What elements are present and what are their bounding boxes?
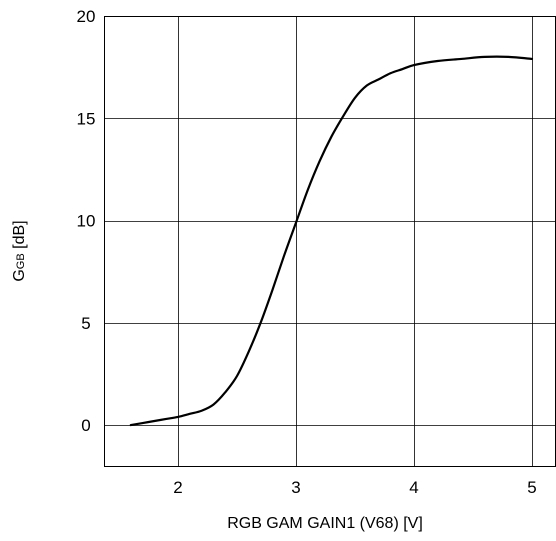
y-tick-label: 15	[77, 109, 96, 128]
y-tick-label: 5	[81, 314, 90, 333]
y-axis-label-main: G	[11, 269, 28, 281]
grid-lines	[104, 16, 556, 466]
y-tick-label: 10	[77, 212, 96, 231]
x-tick-label: 5	[527, 478, 536, 497]
plot-frame	[104, 16, 556, 467]
y-tick-labels: 0 5 10 15 20	[77, 7, 96, 435]
y-axis-label: GGB [dB]	[11, 220, 28, 281]
x-tick-label: 3	[291, 478, 300, 497]
x-tick-labels: 2 3 4 5	[173, 478, 536, 497]
y-axis-label-sub: GB	[15, 253, 27, 269]
y-tick-label: 0	[81, 416, 90, 435]
x-tick-label: 4	[409, 478, 418, 497]
x-axis-label: RGB GAM GAIN1 (V68) [V]	[227, 515, 423, 532]
series-line	[129, 55, 534, 427]
y-axis-label-unit: [dB]	[11, 220, 28, 253]
y-tick-label: 20	[77, 7, 96, 26]
x-tick-label: 2	[173, 478, 182, 497]
